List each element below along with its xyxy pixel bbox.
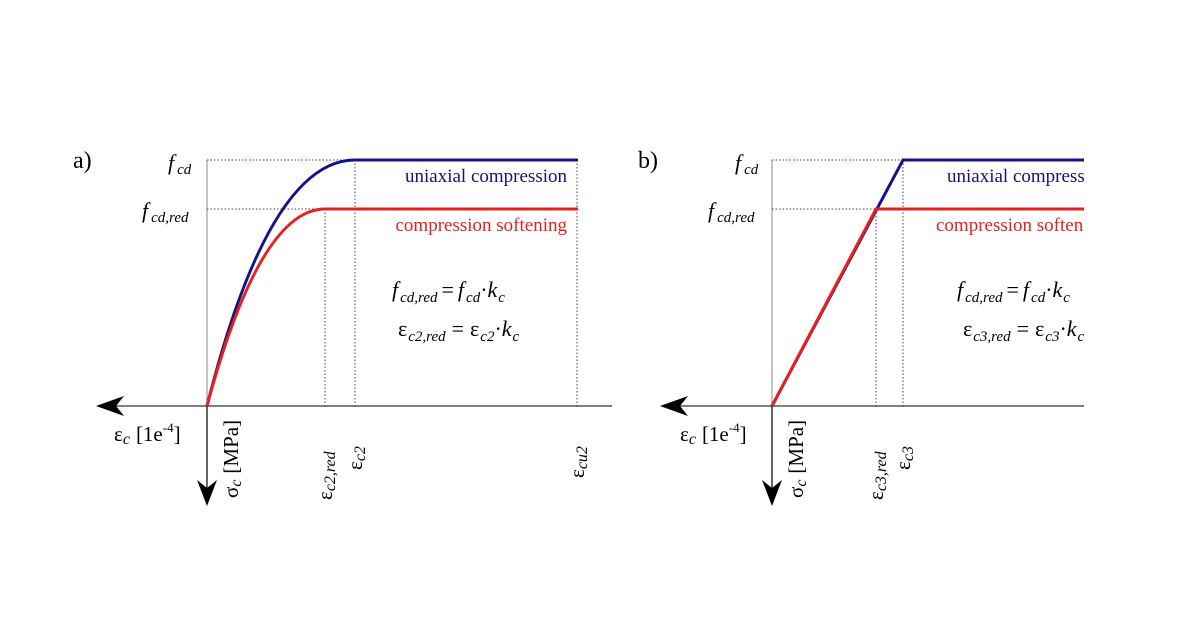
tick-eps-c2-red: εc2,red — [313, 450, 339, 500]
y-axis-arrow — [197, 480, 217, 506]
fcd-label: f cd — [168, 150, 192, 178]
legend-softening: compression softening — [395, 215, 567, 236]
fcd-red-label: f cd,red — [142, 198, 189, 226]
tick-eps-c3-red: εc3,red — [864, 450, 890, 500]
tick-eps-c3: εc3 — [891, 446, 917, 470]
x-axis-label: εc [1e-4] — [114, 420, 181, 448]
legend-uniaxial: uniaxial compression — [405, 166, 567, 187]
x-axis-label: εc [1e-4] — [680, 420, 747, 448]
tick-eps-c2: εc2 — [343, 446, 369, 470]
y-axis-label: σc[MPa] — [784, 420, 810, 498]
x-axis-arrow — [96, 396, 124, 416]
panel-b: b) uniaxial compression compression soft… — [638, 148, 1109, 506]
panel-a: a) f cd f cd,red uniaxial compression comp… — [73, 148, 612, 506]
y-axis-arrow — [762, 480, 782, 506]
formula-fcd-red: f cd,red = f cd·kc — [392, 277, 505, 306]
formula-fcd-red: f cd,red = f cd·kc — [957, 277, 1070, 306]
y-axis-label: σc[MPa] — [219, 420, 245, 498]
legend-uniaxial: uniaxial compression — [947, 166, 1109, 187]
panel-label: b) — [638, 148, 658, 174]
softening-curve — [770, 207, 1084, 407]
x-axis-arrow — [660, 396, 688, 416]
fcd-red-label: f cd,red — [708, 198, 755, 226]
legend-softening: compression softening — [936, 215, 1108, 236]
tick-eps-cu2: εcu2 — [565, 446, 591, 478]
formula-eps-red: εc3,red = εc3·kc — [963, 316, 1085, 345]
fcd-label: f cd — [735, 150, 759, 178]
formula-eps-red: εc2,red = εc2·kc — [398, 316, 520, 345]
softening-curve — [205, 207, 578, 407]
panel-label: a) — [73, 148, 92, 174]
